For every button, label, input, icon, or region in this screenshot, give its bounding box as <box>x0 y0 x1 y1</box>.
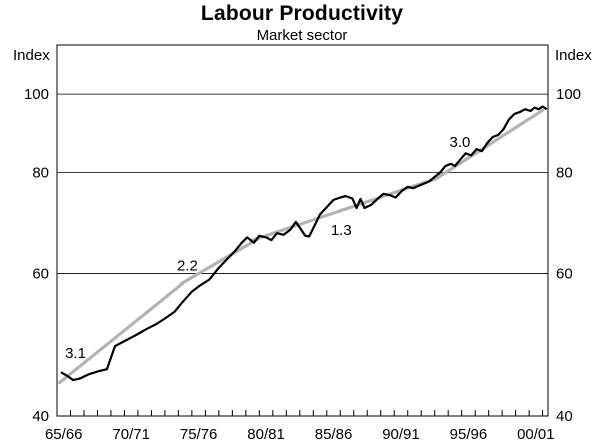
y-tick-left-80: 80 <box>32 164 49 181</box>
trend-label-3-1: 3.1 <box>65 345 86 362</box>
x-tick-label-70-71: 70/71 <box>112 426 150 443</box>
x-tick-label-00-01: 00/01 <box>517 426 555 443</box>
trend-label-2-2: 2.2 <box>177 258 198 275</box>
y-tick-right-60: 60 <box>556 266 573 283</box>
trend-label-1-3: 1.3 <box>331 222 352 239</box>
x-tick-label-75-76: 75/76 <box>180 426 218 443</box>
trend-lines <box>58 108 545 385</box>
x-tick-label-90-91: 90/91 <box>382 426 420 443</box>
x-tick-label-80-81: 80/81 <box>247 426 285 443</box>
gridlines <box>57 93 548 274</box>
actual-series <box>60 105 548 382</box>
trend-labels: 3.1 2.2 1.3 3.0 <box>65 134 470 362</box>
y-tick-left-60: 60 <box>32 266 49 283</box>
y-tick-left-100: 100 <box>24 86 49 103</box>
x-axis-ticks: 65/66 70/71 75/76 80/81 85/86 90/91 95/96 00/01 <box>45 410 555 443</box>
y-tick-left-40: 40 <box>32 408 49 425</box>
y-axis-label-left: Index <box>13 47 50 64</box>
chart-title: Labour Productivity <box>200 2 404 25</box>
x-tick-label-95-96: 95/96 <box>450 426 488 443</box>
trend-segment-4 <box>433 108 545 182</box>
trend-segment-2 <box>179 237 260 286</box>
y-tick-right-80: 80 <box>556 164 573 181</box>
y-axis-label-right: Index <box>555 47 592 64</box>
y-tick-right-100: 100 <box>556 86 581 103</box>
chart-subtitle: Market sector <box>256 27 348 44</box>
plot-frame <box>56 44 549 417</box>
x-tick-label-85-86: 85/86 <box>315 426 353 443</box>
actual-line <box>60 105 548 382</box>
y-axis-ticks: 40 40 60 60 80 80 100 100 <box>24 86 581 425</box>
trend-segment-1 <box>58 282 184 385</box>
trend-label-3-0: 3.0 <box>450 134 471 151</box>
y-tick-right-40: 40 <box>556 408 573 425</box>
x-tick-label-65-66: 65/66 <box>45 426 83 443</box>
